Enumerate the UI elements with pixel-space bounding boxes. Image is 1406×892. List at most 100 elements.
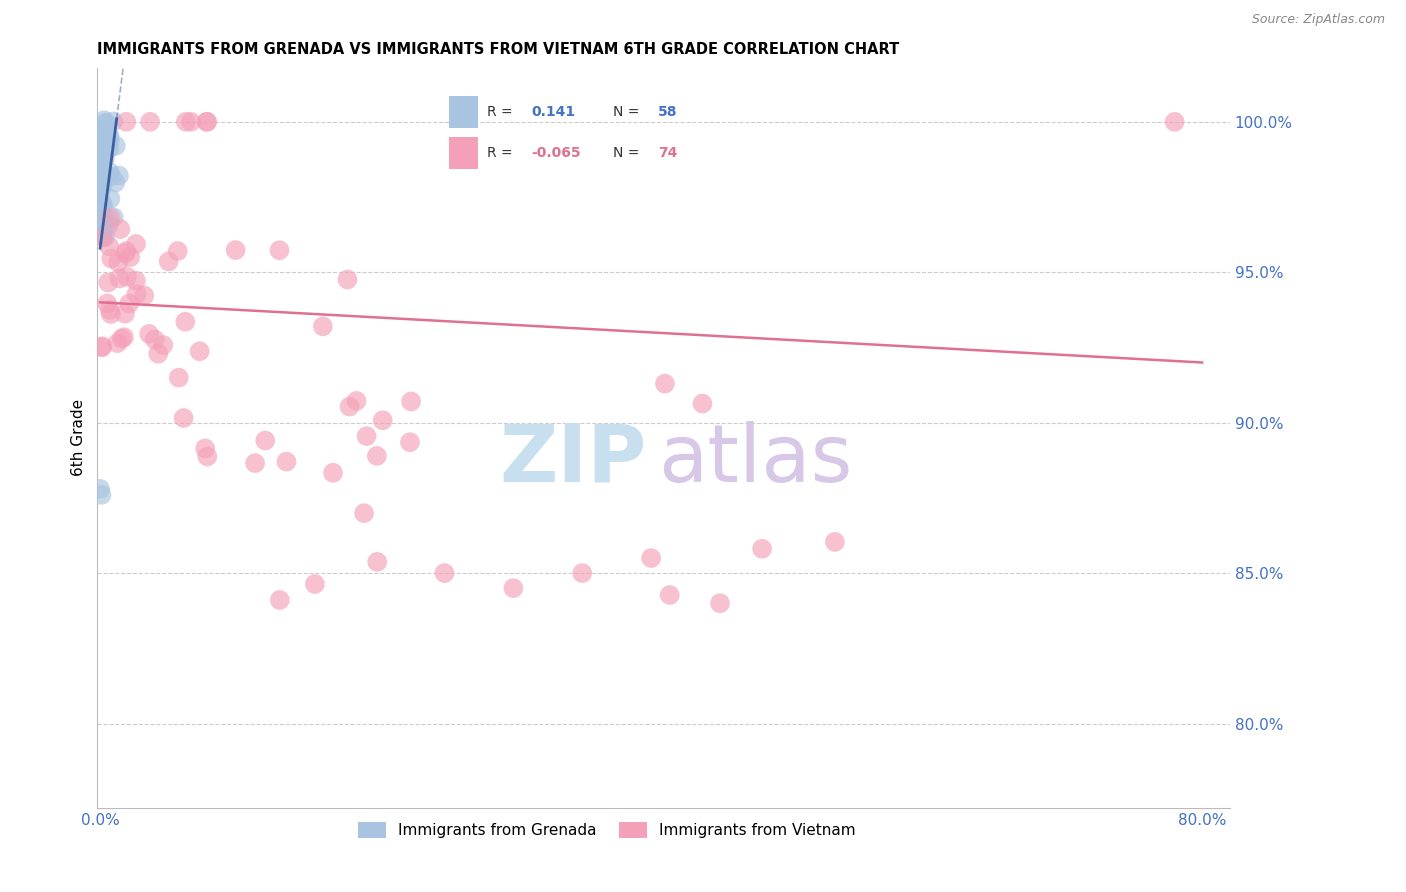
Point (824, 535, 846, 549)
Point (91, 227, 114, 241)
Point (89, 196, 111, 211)
Point (225, 243, 247, 257)
Point (195, 115, 218, 129)
Point (94, 145, 117, 160)
Point (692, 396, 714, 410)
Point (91, 218, 114, 232)
Point (125, 287, 148, 301)
Point (654, 376, 676, 391)
Point (399, 394, 422, 409)
Point (366, 555, 388, 569)
Point (98, 302, 121, 317)
Point (194, 442, 217, 456)
Point (125, 236, 148, 251)
Point (91, 169, 114, 183)
Y-axis label: 6th Grade: 6th Grade (72, 399, 86, 476)
Point (91, 339, 114, 353)
Point (709, 596, 731, 610)
Point (91, 197, 114, 211)
Point (90, 128, 112, 142)
Point (91, 169, 114, 183)
Point (571, 566, 593, 580)
Point (167, 370, 190, 384)
Point (366, 449, 388, 463)
Point (91, 136, 114, 151)
Point (93, 147, 115, 161)
Point (304, 577, 326, 591)
Point (174, 115, 197, 129)
Point (94, 137, 117, 152)
Point (195, 115, 218, 129)
Point (157, 254, 180, 268)
Point (148, 347, 170, 361)
Point (90, 196, 112, 211)
Point (90, 145, 112, 159)
Point (89, 482, 111, 496)
Point (254, 434, 277, 448)
Point (399, 435, 422, 450)
Point (1163, 115, 1185, 129)
Text: Source: ZipAtlas.com: Source: ZipAtlas.com (1251, 13, 1385, 27)
Point (91, 230, 114, 244)
Point (166, 244, 188, 258)
Point (98, 129, 121, 144)
Point (118, 296, 141, 310)
Point (115, 115, 138, 129)
Point (312, 319, 335, 334)
Point (97, 219, 120, 233)
Point (353, 506, 375, 520)
Point (98, 141, 121, 155)
Point (502, 581, 524, 595)
Point (100, 307, 122, 321)
Point (90, 177, 112, 191)
Point (139, 115, 162, 129)
Point (100, 252, 122, 266)
Point (93, 217, 115, 231)
Point (90, 134, 112, 148)
Point (269, 593, 291, 607)
Point (103, 114, 125, 128)
Point (90, 128, 112, 143)
Point (174, 315, 197, 329)
Point (90, 152, 112, 166)
Point (110, 222, 132, 236)
Point (91, 200, 114, 214)
Point (433, 566, 456, 580)
Point (658, 588, 681, 602)
Point (108, 169, 131, 183)
Point (108, 271, 131, 285)
Point (336, 272, 359, 286)
Point (100, 192, 122, 206)
Point (96, 116, 118, 130)
Point (93, 113, 115, 128)
Point (90, 123, 112, 137)
Point (112, 330, 135, 344)
Point (104, 138, 127, 153)
Point (90, 175, 112, 189)
Point (143, 333, 166, 347)
Point (97, 214, 120, 228)
Point (94, 152, 117, 166)
Point (152, 338, 174, 352)
Point (356, 429, 378, 443)
Point (98, 130, 121, 145)
Point (89, 223, 111, 237)
Point (115, 244, 138, 258)
Point (98, 239, 121, 253)
Point (243, 456, 266, 470)
Point (91, 177, 114, 191)
Point (90, 488, 112, 502)
Point (90, 341, 112, 355)
Point (104, 176, 127, 190)
Point (107, 255, 129, 269)
Text: atlas: atlas (658, 421, 852, 499)
Point (134, 288, 156, 302)
Point (91, 149, 114, 163)
Point (111, 332, 134, 346)
Point (322, 466, 344, 480)
Point (125, 274, 148, 288)
Point (371, 413, 394, 427)
Point (173, 411, 195, 425)
Point (90, 183, 112, 197)
Point (103, 211, 125, 225)
